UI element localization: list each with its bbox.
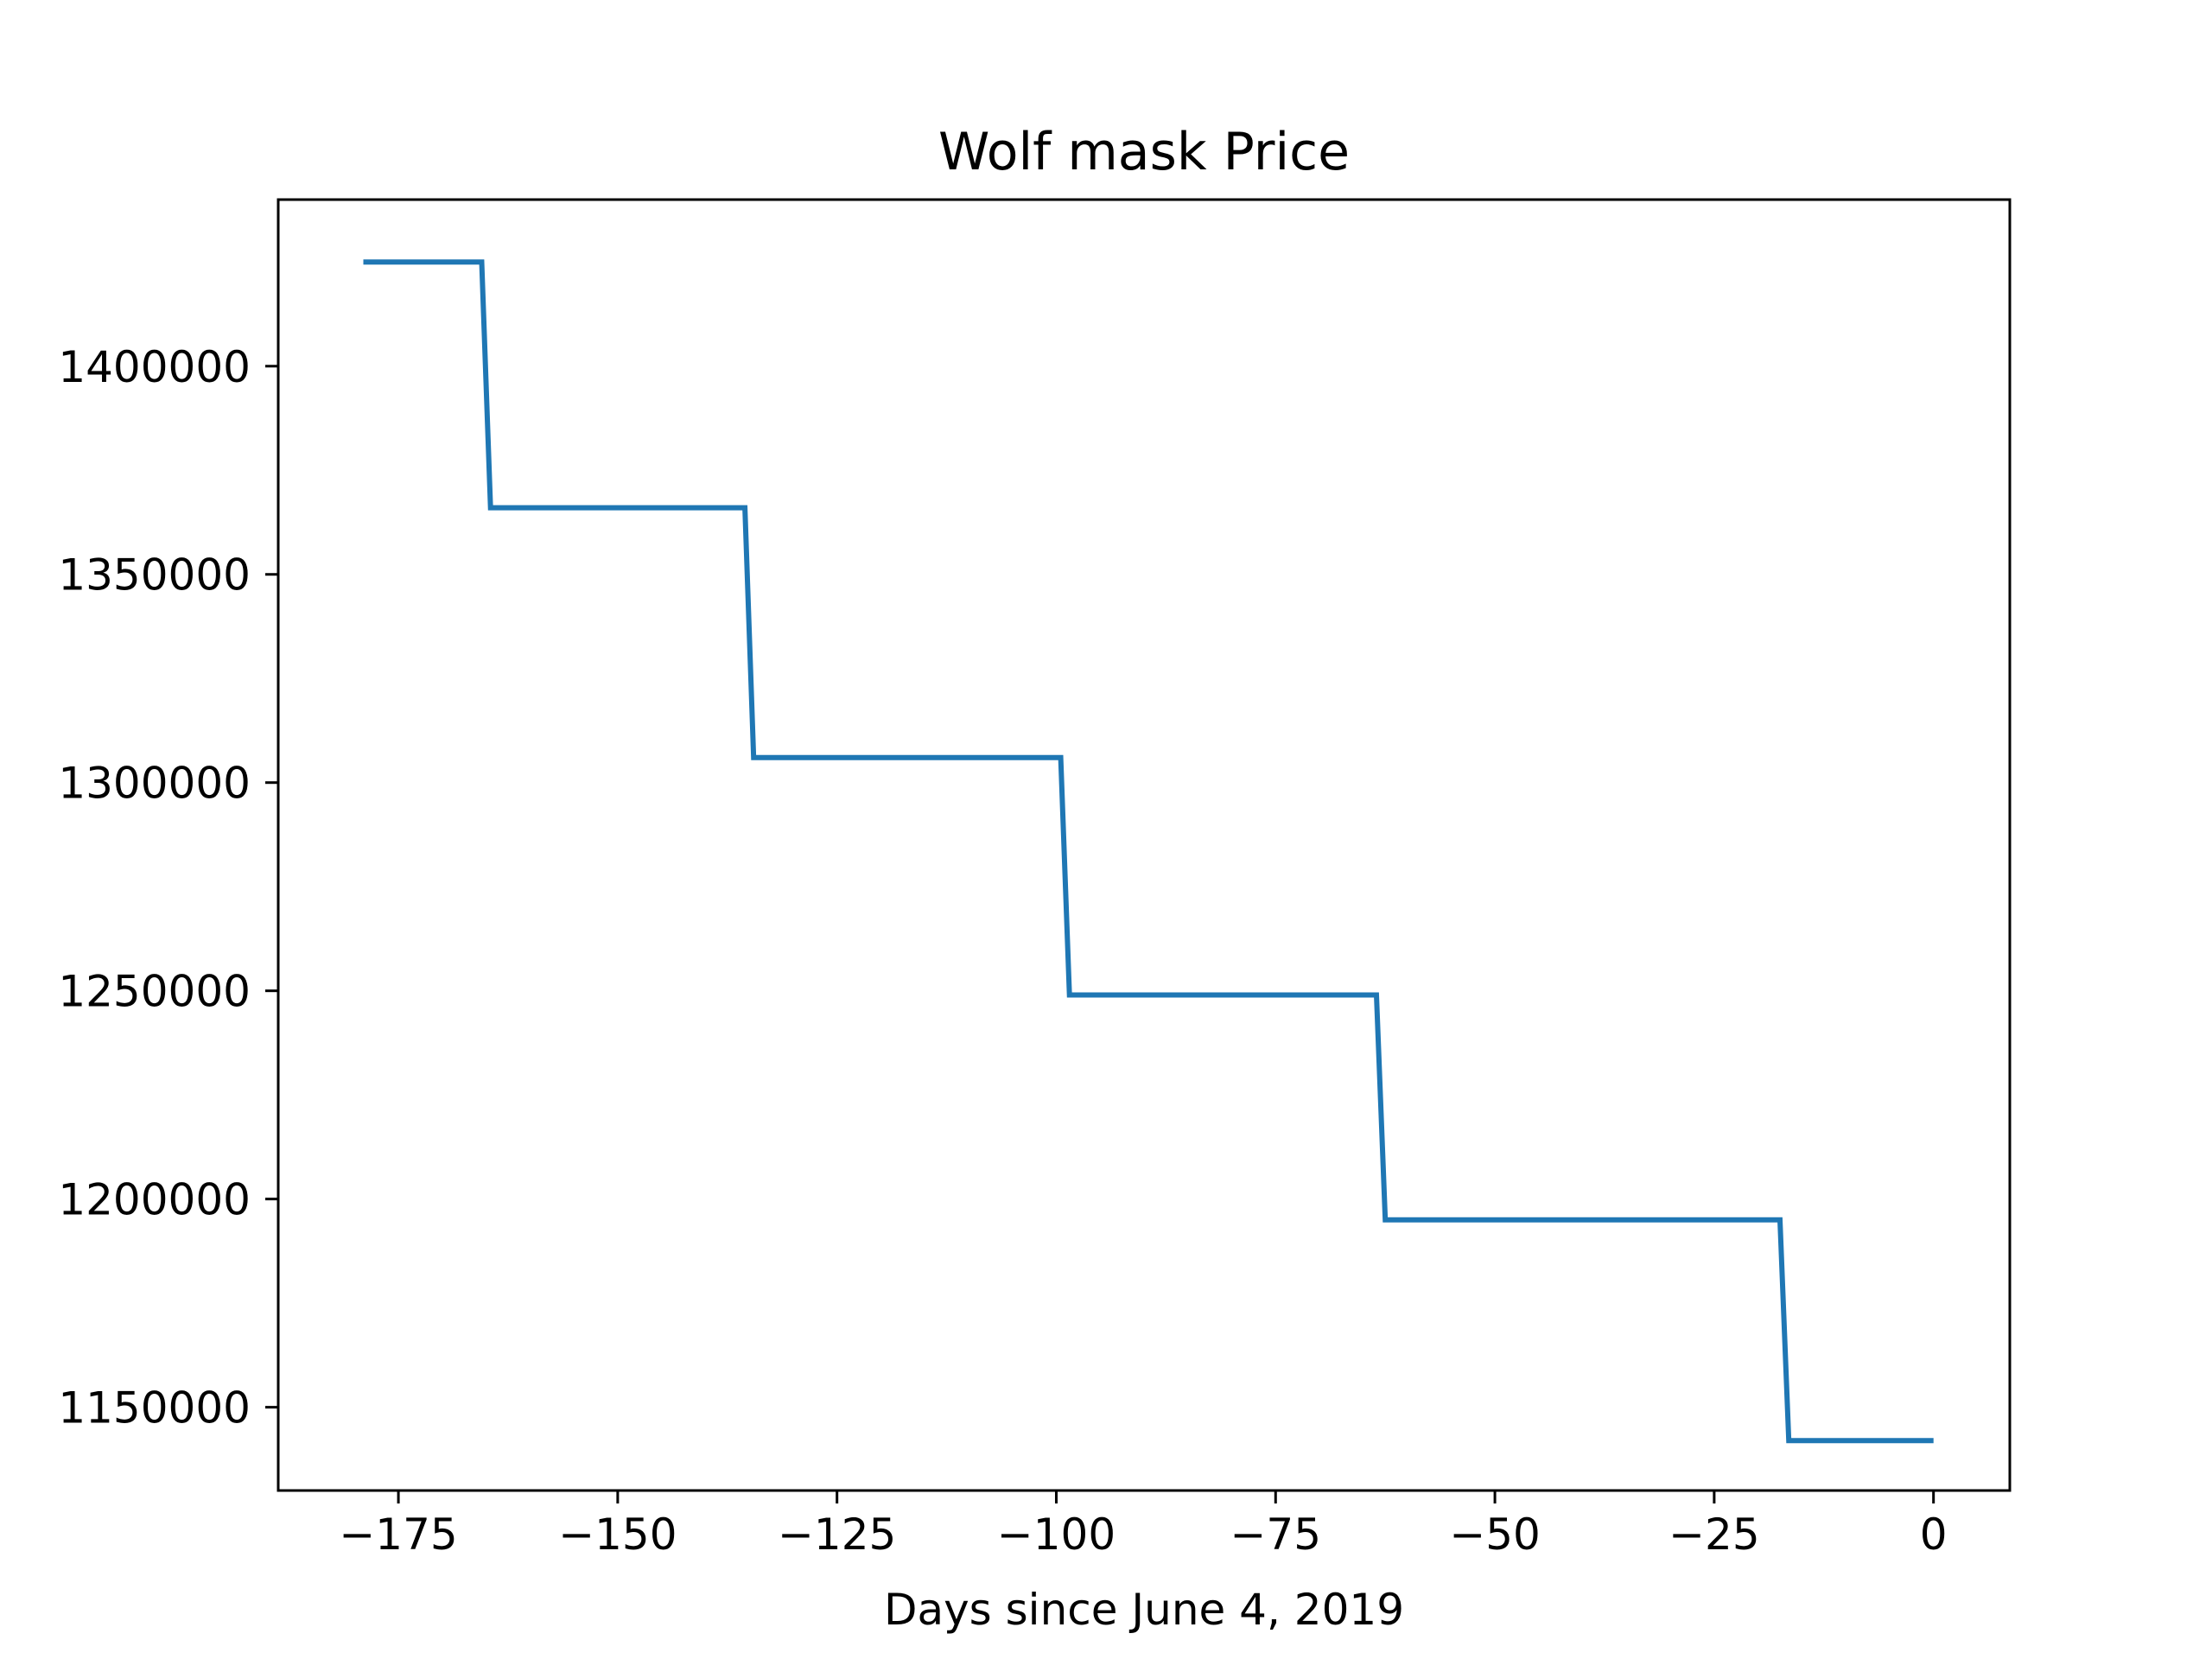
plot-area — [363, 259, 1934, 1444]
y-tick-label: 1300000 — [58, 759, 251, 809]
axes-ticks: −175 −150 −125 −100 −75 −50 −25 0 1150000 1200000… — [58, 342, 1947, 1560]
x-axis-label: Days since June 4, 2019 — [884, 1585, 1404, 1635]
x-tick-label: −175 — [339, 1510, 457, 1560]
y-tick-label: 1400000 — [58, 342, 251, 392]
y-tick-label: 1350000 — [58, 550, 251, 601]
x-tick-label: −50 — [1449, 1510, 1541, 1560]
chart-title: Wolf mask Price — [938, 122, 1350, 182]
x-tick-label: −125 — [778, 1510, 896, 1560]
x-tick-label: −25 — [1669, 1510, 1760, 1560]
x-tick-label: −100 — [997, 1510, 1116, 1560]
y-tick-label: 1150000 — [58, 1383, 251, 1433]
x-tick-label: 0 — [1920, 1510, 1948, 1560]
plot-frame — [276, 198, 2012, 1492]
series-line-0 — [363, 259, 1934, 1444]
y-tick-label: 1250000 — [58, 967, 251, 1017]
x-tick-label: −150 — [558, 1510, 677, 1560]
y-tick-label: 1200000 — [58, 1175, 251, 1225]
x-tick-label: −75 — [1230, 1510, 1322, 1560]
